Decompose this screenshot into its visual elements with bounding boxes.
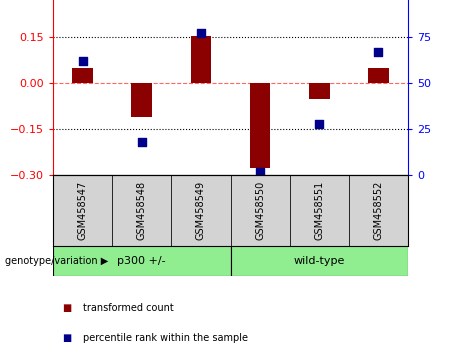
Bar — [72, 68, 93, 83]
Bar — [230, 246, 408, 276]
Bar — [171, 175, 230, 246]
Bar — [53, 246, 230, 276]
Bar — [131, 83, 152, 117]
Text: ■: ■ — [62, 303, 71, 313]
Point — [138, 139, 145, 145]
Bar — [250, 83, 271, 167]
Point — [375, 49, 382, 55]
Bar — [190, 36, 211, 83]
Point — [197, 31, 205, 36]
Text: genotype/variation ▶: genotype/variation ▶ — [5, 256, 108, 266]
Text: GSM458552: GSM458552 — [373, 181, 384, 240]
Bar — [368, 68, 389, 83]
Bar — [230, 175, 290, 246]
Point — [256, 169, 264, 175]
Text: GSM458548: GSM458548 — [137, 181, 147, 240]
Text: percentile rank within the sample: percentile rank within the sample — [83, 333, 248, 343]
Text: wild-type: wild-type — [294, 256, 345, 266]
Text: p300 +/-: p300 +/- — [118, 256, 166, 266]
Bar — [112, 175, 171, 246]
Text: GSM458549: GSM458549 — [196, 181, 206, 240]
Text: transformed count: transformed count — [83, 303, 174, 313]
Text: ■: ■ — [62, 333, 71, 343]
Point — [315, 121, 323, 126]
Text: GSM458547: GSM458547 — [77, 181, 88, 240]
Bar — [53, 175, 112, 246]
Bar — [290, 175, 349, 246]
Bar — [309, 83, 330, 98]
Text: GSM458551: GSM458551 — [314, 181, 324, 240]
Point — [79, 58, 86, 64]
Text: GSM458550: GSM458550 — [255, 181, 265, 240]
Bar — [349, 175, 408, 246]
